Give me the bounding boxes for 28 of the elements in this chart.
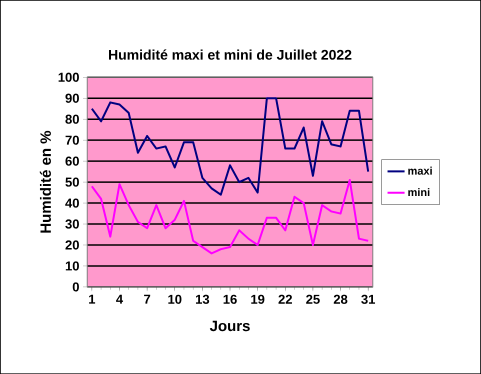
y-tick-label: 40 bbox=[65, 198, 79, 208]
y-tick-label: 20 bbox=[65, 240, 79, 250]
y-tick-label: 60 bbox=[66, 156, 79, 166]
y-tick-label: 100 bbox=[58, 72, 79, 82]
y-tick-label: 70 bbox=[66, 135, 79, 145]
y-tick-label: 30 bbox=[65, 219, 79, 229]
x-tick-label: 1 bbox=[89, 294, 96, 304]
y-tick-label: 80 bbox=[65, 114, 79, 124]
x-tick-label: 7 bbox=[144, 294, 150, 304]
chart-title: Humidité maxi et mini de Juillet 2022 bbox=[109, 49, 352, 60]
x-tick-label: 19 bbox=[251, 294, 264, 304]
x-tick-label: 13 bbox=[196, 294, 210, 304]
y-tick-label: 0 bbox=[72, 282, 79, 292]
x-tick-label: 4 bbox=[116, 294, 124, 304]
y-tick-label: 50 bbox=[65, 177, 79, 187]
x-tick-label: 10 bbox=[168, 294, 182, 304]
y-tick-label: 10 bbox=[66, 261, 79, 270]
line-series bbox=[90, 97, 370, 196]
x-tick-label: 16 bbox=[224, 294, 237, 304]
x-tick-label: 22 bbox=[278, 294, 292, 304]
y-tick-label: 90 bbox=[65, 94, 79, 103]
x-axis-title: Jours bbox=[210, 320, 250, 332]
y-axis-title: Humidité en % bbox=[40, 130, 51, 233]
legend-label: maxi bbox=[408, 166, 432, 175]
x-tick-label: 25 bbox=[306, 294, 320, 304]
x-tick-label: 28 bbox=[334, 294, 348, 304]
legend-label: mini bbox=[408, 188, 430, 196]
x-tick-label: 31 bbox=[361, 294, 376, 304]
